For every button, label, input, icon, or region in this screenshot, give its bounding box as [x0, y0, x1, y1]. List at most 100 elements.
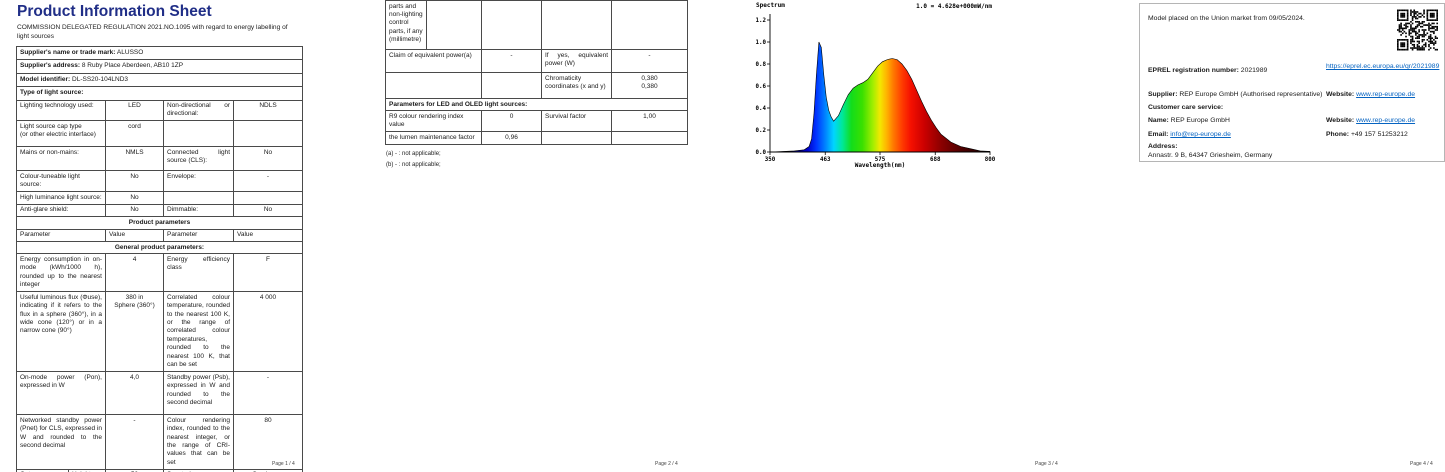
- supplier-value: REP Europe GmbH (Authorised representati…: [1179, 91, 1323, 98]
- customer-care-label: Customer care service:: [1148, 104, 1224, 111]
- param-cell: If yes, equivalent power (W): [542, 50, 612, 72]
- email-row: Email: info@rep-europe.de: [1148, 130, 1231, 139]
- website-label: Website:: [1326, 91, 1355, 98]
- column-header: Value: [106, 229, 164, 242]
- type-of-light-source-label: Type of light source:: [20, 89, 84, 97]
- value-cell: No: [263, 148, 273, 156]
- svg-text:575: 575: [875, 157, 886, 163]
- value-cell: NMLS: [106, 147, 164, 171]
- empty-cell: [386, 73, 482, 98]
- svg-text:350: 350: [765, 157, 776, 163]
- page-2: parts and non-lighting control parts, if…: [385, 0, 688, 170]
- param-cell: the lumen maintenance factor: [386, 132, 482, 144]
- empty-cell: [612, 1, 687, 49]
- value-cell: LED: [106, 100, 164, 121]
- supplier-address-value: 8 Ruby Place Aberdeen, AB10 1ZP: [81, 62, 184, 70]
- param-cell: Envelope:: [164, 171, 234, 192]
- regulation-subtitle: COMMISSION DELEGATED REGULATION 2021.NO.…: [17, 24, 288, 40]
- table-row: Claim of equivalent power(a) - If yes, e…: [386, 49, 687, 72]
- website2-row: Website: www.rep-europe.de: [1326, 116, 1415, 125]
- svg-text:1.2: 1.2: [756, 18, 767, 24]
- page-footer: Page 1 / 4: [272, 461, 295, 467]
- value-cell: 4: [106, 254, 164, 292]
- param-cell: Light source cap type (or other electric…: [17, 121, 106, 147]
- value-cell: 0,96: [482, 132, 542, 144]
- table-row: On-mode power (Pon), expressed in W 4,0 …: [17, 371, 302, 415]
- column-header: Value: [237, 231, 254, 239]
- spectral-power-distribution-chart: 0.0 0.2 0.4 0.6 0.8 1.0 1.2 350 463 575 688 800 Spec…: [756, 2, 996, 169]
- table-row: Anti-glare shield: No Dimmable: No: [17, 203, 302, 217]
- supplier-row: Supplier: REP Europe GmbH (Authorised re…: [1148, 90, 1323, 99]
- supplier-name-value: ALUSSO: [116, 48, 144, 56]
- svg-text:0.8: 0.8: [756, 62, 767, 68]
- param-cell: Energy efficiency class: [164, 254, 234, 292]
- empty-cell: [482, 1, 542, 49]
- param-cell: High luminance light source:: [17, 192, 106, 204]
- page-1: Product Information Sheet COMMISSION DEL…: [16, 3, 303, 472]
- eprel-link[interactable]: https://eprel.ec.europa.eu/qr/2021989: [1326, 63, 1440, 70]
- page-4: Model placed on the Union market from 09…: [1139, 3, 1445, 162]
- model-identifier-label: Model identifier:: [20, 75, 71, 83]
- param-cell: Dimmable:: [164, 204, 234, 217]
- address-value: Annastr. 9 B, 64347 Griesheim, Germany: [1148, 152, 1273, 160]
- website-link[interactable]: www.rep-europe.de: [1356, 91, 1416, 98]
- param-cell: Colour-tuneable light source:: [17, 171, 106, 192]
- page-3: 0.0 0.2 0.4 0.6 0.8 1.0 1.2 350 463 575 688 800 Spec…: [755, 0, 997, 170]
- website-label: Website:: [1326, 117, 1355, 124]
- svg-text:Wavelength(nm): Wavelength(nm): [855, 162, 906, 169]
- empty-cell: [612, 132, 687, 143]
- value-cell: 0,380 0,380: [641, 74, 658, 90]
- table-row: Colour-tuneable light source: No Envelop…: [17, 170, 302, 192]
- value-cell: -: [482, 50, 542, 72]
- value-cell: No: [106, 171, 164, 192]
- value-cell: NDLS: [259, 102, 277, 110]
- svg-text:Spectrum: Spectrum: [756, 2, 785, 9]
- qr-code: [1397, 9, 1438, 51]
- svg-text:0.2: 0.2: [756, 128, 767, 134]
- type-of-light-source-row: Type of light source:: [17, 86, 302, 99]
- column-header: Parameter: [164, 229, 234, 242]
- eprel-label: EPREL registration number:: [1148, 67, 1239, 74]
- name-label: Name:: [1148, 117, 1169, 124]
- value-cell: No: [106, 204, 164, 217]
- column-header-row: Parameter Value Parameter Value: [17, 228, 302, 242]
- param-cell: Networked standby power (Pnet) for CLS, …: [17, 415, 106, 469]
- param-cell: Lighting technology used:: [17, 100, 106, 121]
- product-info-table: Supplier's name or trade mark: ALUSSO Su…: [16, 45, 303, 472]
- footnotes: (a) - : not applicable; (b) - : not appl…: [386, 149, 688, 171]
- supplier-address-label: Supplier's address:: [20, 62, 81, 70]
- table-row: Networked standby power (Pnet) for CLS, …: [17, 414, 302, 469]
- svg-text:1.0 = 4.628e+000mW/nm: 1.0 = 4.628e+000mW/nm: [916, 3, 992, 10]
- table-row: Mains or non-mains: NMLS Connected light…: [17, 146, 302, 171]
- website-link[interactable]: www.rep-europe.de: [1356, 117, 1416, 124]
- table-row: Lighting technology used: LED Non-direct…: [17, 99, 302, 121]
- model-identifier-row: Model identifier: DL-SS20-104LND3: [17, 72, 302, 86]
- empty-cell: [542, 132, 612, 144]
- param-cell: Correlated colour temperature, rounded t…: [164, 292, 234, 372]
- qr-code-image: [1397, 9, 1438, 51]
- value-cell: -: [266, 172, 270, 180]
- param-cell: [164, 192, 234, 204]
- svg-text:688: 688: [930, 157, 941, 163]
- param-cell: Mains or non-mains:: [17, 147, 106, 171]
- value-cell: [234, 192, 302, 203]
- address-label: Address:: [1148, 143, 1178, 150]
- value-cell: 1,00: [643, 112, 656, 120]
- param-cell: Colour rendering index, rounded to the n…: [164, 415, 234, 469]
- eprel-registration: EPREL registration number: 2021989: [1148, 66, 1267, 75]
- param-cell: Connected light source (CLS):: [164, 147, 234, 171]
- empty-cell: [542, 1, 612, 49]
- footnote-b: (b) - : not applicable;: [386, 161, 441, 168]
- supplier-name-row: Supplier's name or trade mark: ALUSSO: [17, 47, 302, 59]
- page-footer: Page 4 / 4: [1410, 461, 1433, 467]
- eprel-number: 2021989: [1240, 67, 1268, 74]
- supplier-name-label: Supplier's name or trade mark:: [20, 48, 116, 56]
- value-cell: -: [648, 51, 651, 59]
- market-note: Model placed on the Union market from 09…: [1148, 15, 1305, 22]
- email-link[interactable]: info@rep-europe.de: [1170, 131, 1231, 138]
- empty-cell: [427, 1, 482, 49]
- value-cell: No: [106, 192, 164, 204]
- svg-text:800: 800: [985, 157, 996, 163]
- value-cell: 380 in Sphere (360°): [106, 292, 164, 372]
